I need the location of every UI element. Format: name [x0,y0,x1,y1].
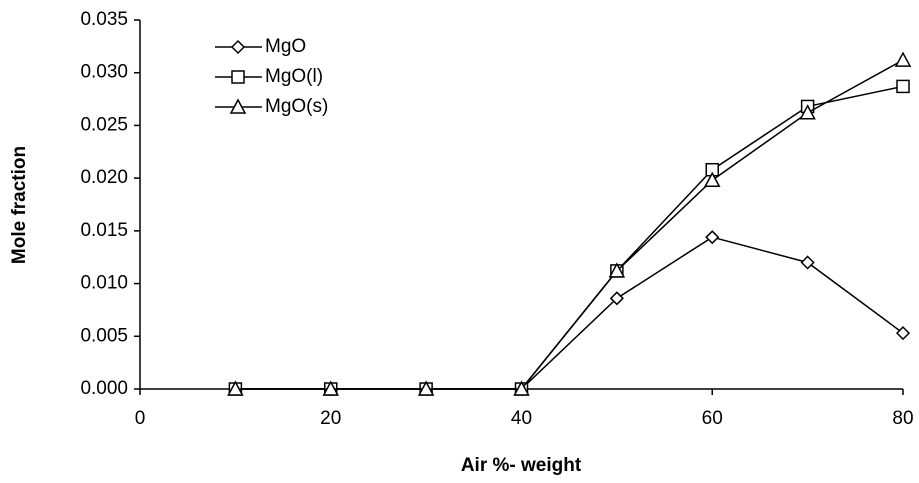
x-tick-label: 60 [702,408,723,429]
marker [608,262,626,278]
legend-label: MgO(l) [265,66,323,87]
legend-label: MgO(s) [265,96,328,117]
marker [322,380,340,396]
marker [799,104,816,120]
x-tick-label: 20 [320,408,341,429]
y-tick-label: 0.030 [80,62,128,83]
y-tick-label: 0.000 [80,378,128,399]
marker [800,255,815,270]
marker [705,230,720,245]
marker [513,380,530,396]
legend-marker [229,98,247,114]
legend-marker [230,39,246,55]
x-tick-label: 80 [892,408,913,429]
x-axis-title: Air %- weight [461,455,582,476]
legend-label: MgO [265,36,306,57]
series-line [235,236,904,390]
marker [609,291,624,306]
y-tick-label: 0.005 [80,325,128,346]
marker [227,380,244,396]
y-axis-title: Mole fraction [9,146,30,264]
marker [895,326,911,341]
y-tick-label: 0.010 [80,273,128,294]
series-line [235,59,904,390]
y-tick-label: 0.020 [80,167,128,188]
y-tick-label: 0.015 [80,220,128,241]
y-tick-label: 0.035 [80,9,128,30]
x-tick-label: 40 [511,408,532,429]
marker [894,51,912,67]
x-tick-label: 0 [135,408,146,429]
marker [896,79,910,94]
legend-marker [231,70,245,84]
marker [703,171,721,188]
marker [417,380,435,396]
y-tick-label: 0.025 [80,114,128,135]
